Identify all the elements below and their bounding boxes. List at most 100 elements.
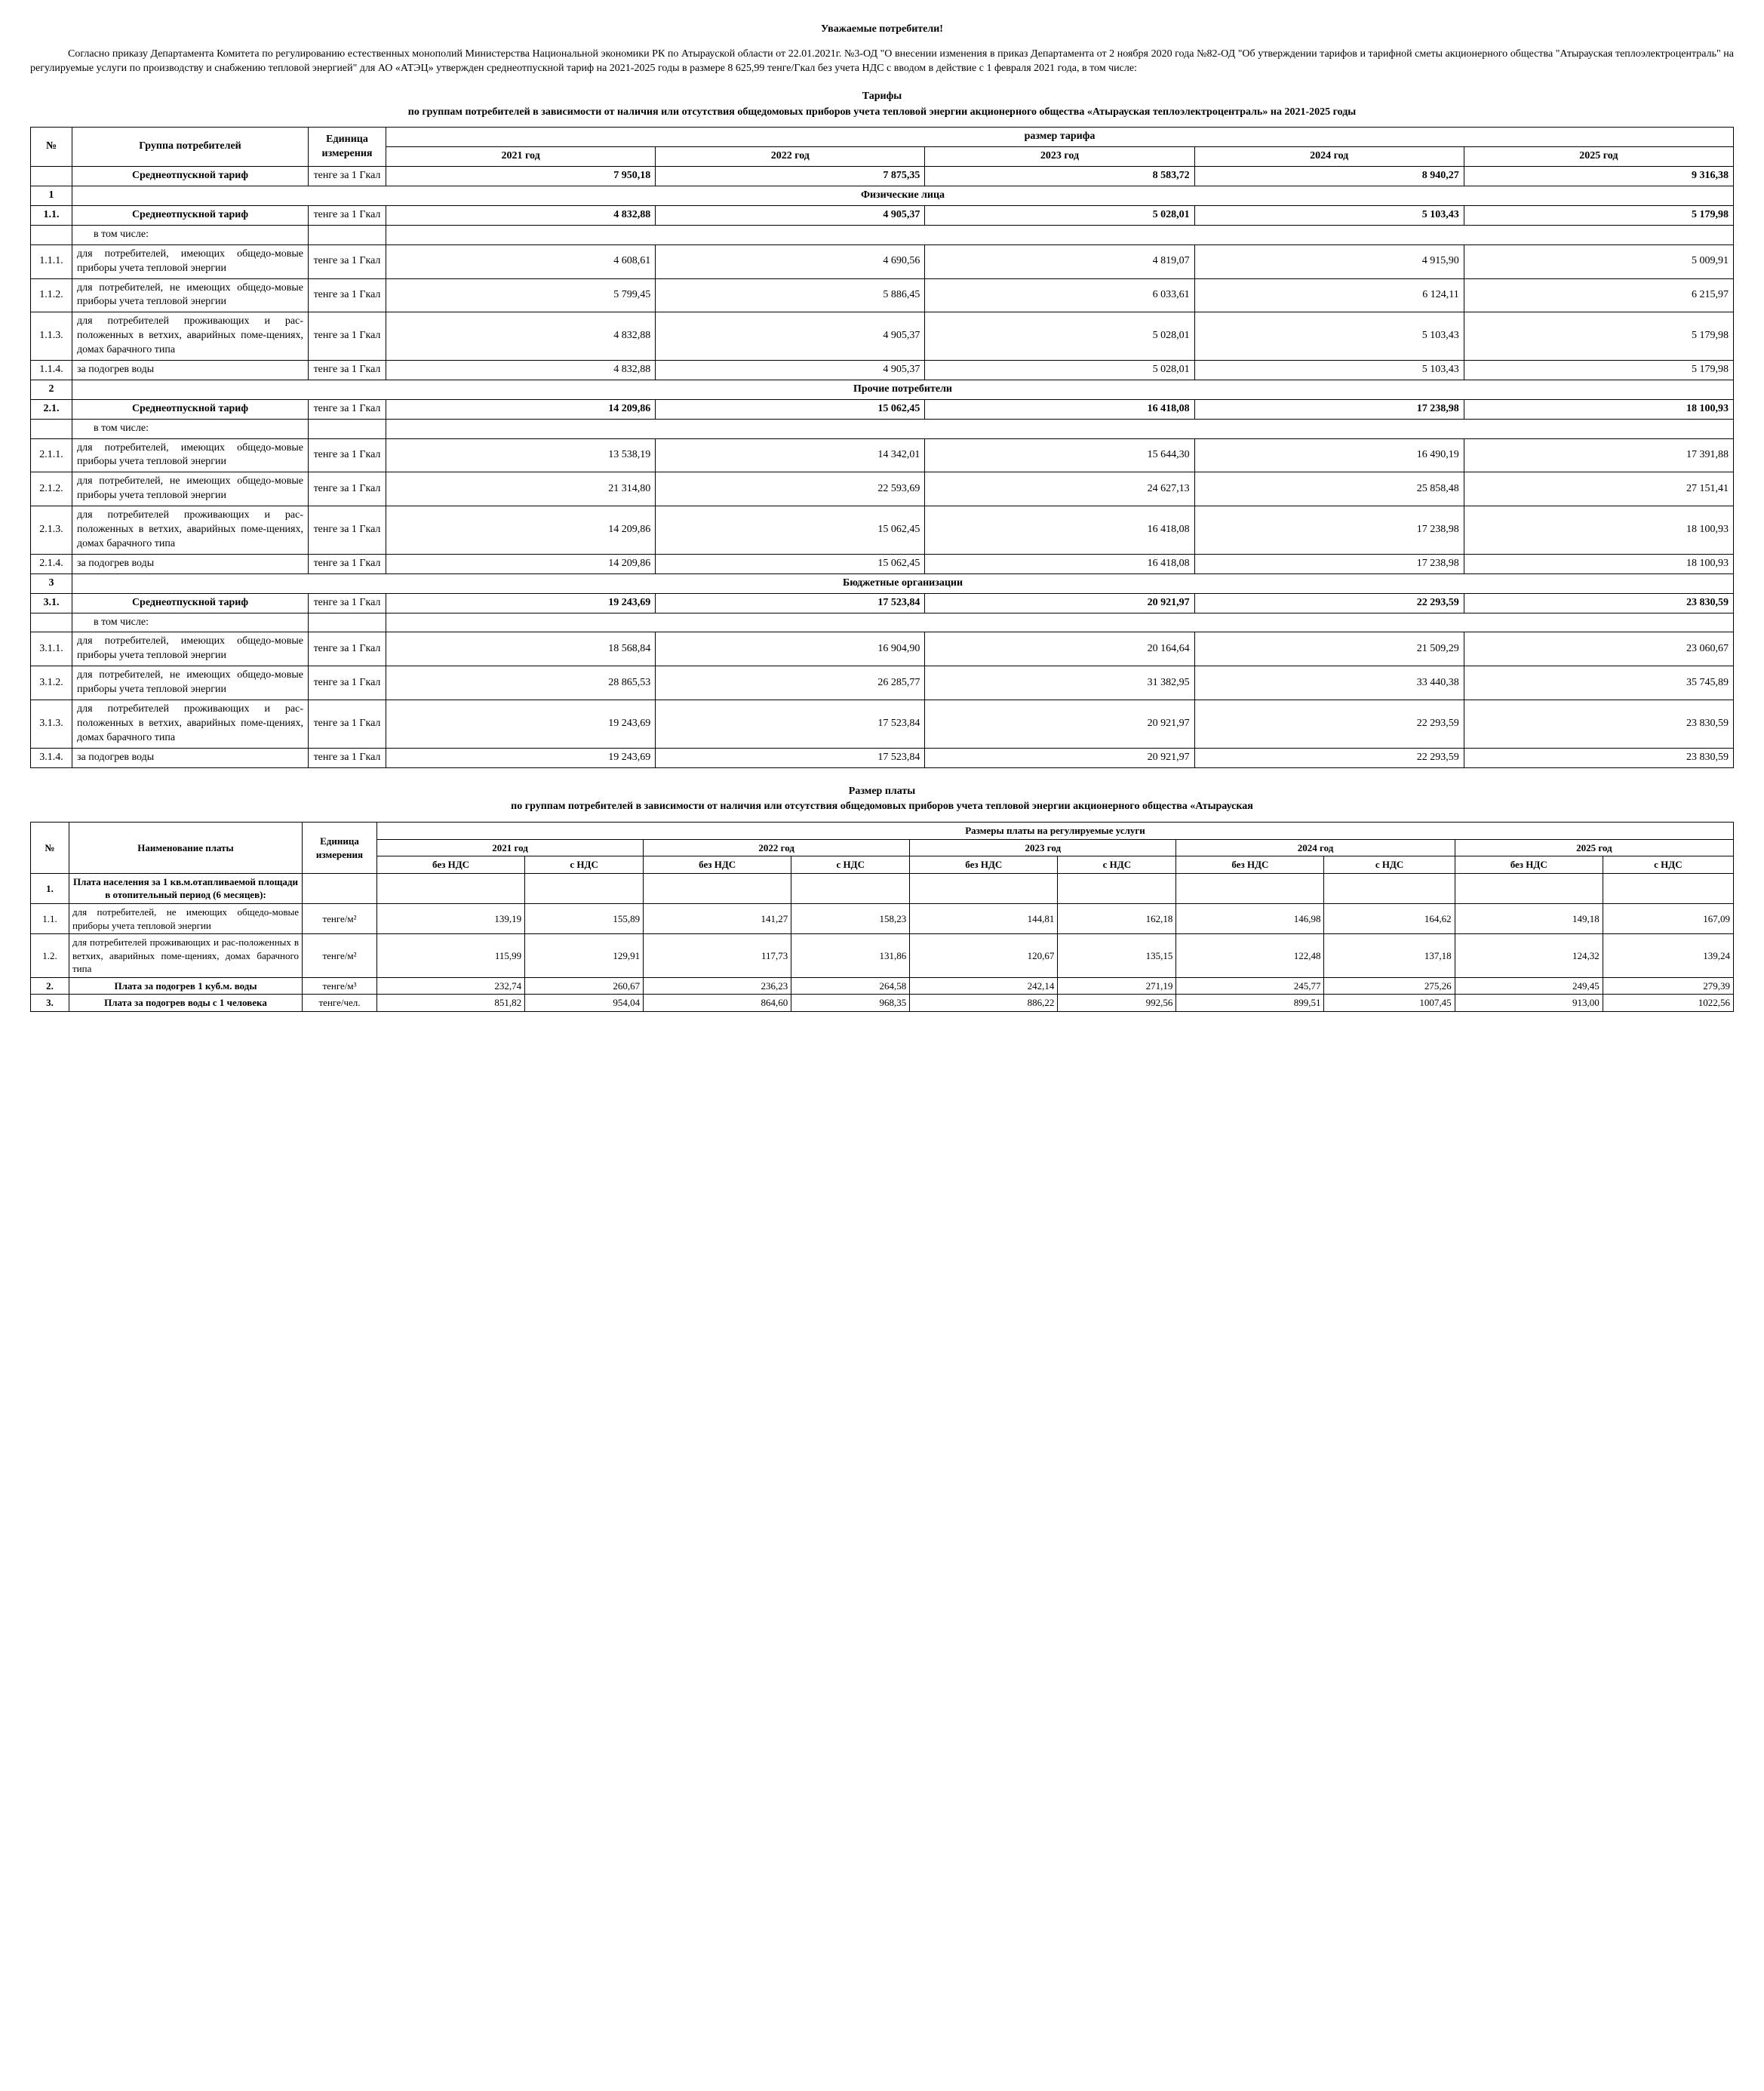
t1-val: 21 509,29 (1194, 632, 1464, 666)
t1-val: 28 865,53 (386, 666, 656, 700)
t1-row-label: для потребителей, не имеющих общедо-мовы… (72, 278, 309, 312)
t2-unit (303, 873, 377, 903)
t2-h-year: 2021 год (377, 839, 644, 856)
t2-val: 117,73 (644, 934, 791, 978)
t2-val: 162,18 (1058, 904, 1176, 934)
t2-val: 158,23 (791, 904, 910, 934)
t2-val: 968,35 (791, 995, 910, 1012)
t1-val: 15 062,45 (656, 554, 925, 573)
t2-h-nds: без НДС (1455, 856, 1603, 874)
t1-row-label: для потребителей проживающих и рас-полож… (72, 700, 309, 748)
t1-val: 22 293,59 (1194, 700, 1464, 748)
t1-val: 15 644,30 (925, 438, 1194, 472)
intro-paragraph: Согласно приказу Департамента Комитета п… (30, 48, 1734, 76)
t1-val: 6 033,61 (925, 278, 1194, 312)
t1-avg-label: Среднеотпускной тариф (72, 593, 309, 613)
t2-val: 129,91 (525, 934, 644, 978)
t1-val: 14 209,86 (386, 506, 656, 555)
t1-row-num: 2.1.2. (31, 472, 72, 506)
t1-row-num: 1.1.2. (31, 278, 72, 312)
t1-avg-num: 3.1. (31, 593, 72, 613)
t1-sec-num: 1 (31, 186, 72, 206)
t2-h-nds: с НДС (791, 856, 910, 874)
t2-val: 236,23 (644, 977, 791, 995)
t2-h-nds: с НДС (1058, 856, 1176, 874)
t2-h-year: 2022 год (644, 839, 910, 856)
t1-val: 9 316,38 (1464, 167, 1733, 186)
t1-row-label: за подогрев воды (72, 361, 309, 380)
t1-val: 18 568,84 (386, 632, 656, 666)
t2-h-nds: без НДС (910, 856, 1058, 874)
t1-avg-num: 1.1. (31, 206, 72, 226)
table1-subtitle: по группам потребителей в зависимости от… (30, 106, 1734, 120)
t1-val: 5 799,45 (386, 278, 656, 312)
t1-val: 17 523,84 (656, 748, 925, 767)
t1-val: 4 819,07 (925, 244, 1194, 278)
t1-val: 14 209,86 (386, 554, 656, 573)
t1-val: 16 904,90 (656, 632, 925, 666)
t1-val: 20 921,97 (925, 593, 1194, 613)
t1-val: 7 875,35 (656, 167, 925, 186)
t1-val: 5 179,98 (1464, 312, 1733, 361)
t2-h-year: 2025 год (1455, 839, 1733, 856)
t2-val: 164,62 (1324, 904, 1455, 934)
t1-row-label: для потребителей, имеющих общедо-мовые п… (72, 438, 309, 472)
t2-unit: тенге/м² (303, 904, 377, 934)
t2-val (1058, 873, 1176, 903)
t1-row-label: для потребителей проживающих и рас-полож… (72, 506, 309, 555)
t1-unit: тенге за 1 Гкал (309, 244, 386, 278)
t1-row-num: 2.1.3. (31, 506, 72, 555)
table2-title: Размер платы (30, 785, 1734, 799)
t2-row-label: для потребителей, не имеющих общедо-мовы… (69, 904, 303, 934)
t1-unit: тенге за 1 Гкал (309, 312, 386, 361)
t2-row-num: 1.1. (31, 904, 69, 934)
t1-val: 4 915,90 (1194, 244, 1464, 278)
t2-val: 899,51 (1176, 995, 1324, 1012)
t1-val: 16 418,08 (925, 554, 1194, 573)
t2-val (791, 873, 910, 903)
t1-val: 18 100,93 (1464, 399, 1733, 419)
t1-unit: тенге за 1 Гкал (309, 399, 386, 419)
t1-h-year: 2025 год (1464, 147, 1733, 167)
t2-h-name: Наименование платы (69, 823, 303, 874)
t1-val: 17 238,98 (1194, 554, 1464, 573)
t2-val (910, 873, 1058, 903)
t1-val: 8 940,27 (1194, 167, 1464, 186)
t2-h-nds: без НДС (1176, 856, 1324, 874)
t1-row-num: 1.1.4. (31, 361, 72, 380)
t1-val: 18 100,93 (1464, 506, 1733, 555)
t1-row-num: 3.1.3. (31, 700, 72, 748)
t1-val: 5 028,01 (925, 361, 1194, 380)
t1-row-num: 2.1.1. (31, 438, 72, 472)
t2-val (525, 873, 644, 903)
t1-val: 23 830,59 (1464, 748, 1733, 767)
t1-val: 25 858,48 (1194, 472, 1464, 506)
t1-row-num: 3.1.4. (31, 748, 72, 767)
t1-cell (31, 419, 72, 438)
t2-val: 264,58 (791, 977, 910, 995)
t1-val: 20 921,97 (925, 748, 1194, 767)
t2-val: 271,19 (1058, 977, 1176, 995)
t2-val: 275,26 (1324, 977, 1455, 995)
t2-row-num: 1. (31, 873, 69, 903)
t2-row-label: Плата за подогрев 1 куб.м. воды (69, 977, 303, 995)
t2-h-year: 2023 год (910, 839, 1176, 856)
t1-cell (31, 225, 72, 244)
t2-row-label: Плата за подогрев воды с 1 человека (69, 995, 303, 1012)
t2-val: 886,22 (910, 995, 1058, 1012)
t2-row-num: 3. (31, 995, 69, 1012)
t2-val: 144,81 (910, 904, 1058, 934)
t1-h-group: Группа потребителей (72, 128, 309, 167)
t2-val: 167,09 (1603, 904, 1733, 934)
t1-unit: тенге за 1 Гкал (309, 438, 386, 472)
t2-val: 242,14 (910, 977, 1058, 995)
t1-val: 7 950,18 (386, 167, 656, 186)
t2-val: 115,99 (377, 934, 525, 978)
t1-val: 18 100,93 (1464, 554, 1733, 573)
t1-val: 17 523,84 (656, 593, 925, 613)
t1-val: 19 243,69 (386, 700, 656, 748)
t2-val (1603, 873, 1733, 903)
t1-unit: тенге за 1 Гкал (309, 506, 386, 555)
t1-val: 17 238,98 (1194, 399, 1464, 419)
t2-val: 954,04 (525, 995, 644, 1012)
